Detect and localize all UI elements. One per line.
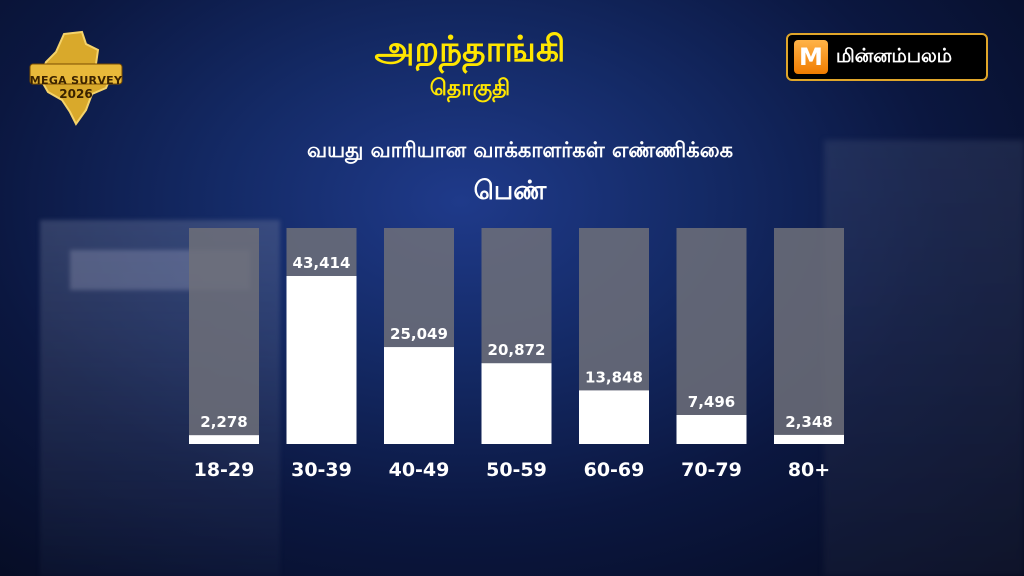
x-tick-label: 60-69 [584, 459, 645, 481]
x-tick-label: 50-59 [486, 459, 547, 481]
bar-80+ [774, 434, 844, 444]
bar-track [189, 228, 259, 444]
x-tick-label: 30-39 [291, 459, 352, 481]
data-label: 13,848 [585, 368, 643, 386]
x-tick-label: 70-79 [681, 459, 742, 481]
chart-title: வயது வாரியான வாக்காளர்கள் எண்ணிக்கை [306, 138, 734, 162]
bar-40-49 [384, 347, 454, 444]
bar-50-59 [481, 363, 552, 444]
data-label: 2,278 [200, 413, 247, 431]
background-right-graphic [824, 140, 1024, 576]
badge-year: 2026 [59, 86, 93, 101]
data-label: 7,496 [688, 393, 735, 411]
brand-logo: M மின்னம்பலம் [786, 33, 988, 81]
bar-18-29 [189, 435, 259, 444]
data-label: 20,872 [488, 341, 546, 359]
data-label: 2,348 [785, 413, 832, 431]
page-title: அறந்தாங்கி [374, 29, 566, 70]
bar-track [774, 228, 844, 444]
logo-text: மின்னம்பலம் [836, 44, 953, 67]
logo-m-icon: M [794, 40, 828, 74]
chart-subtitle: பெண் [473, 176, 547, 206]
x-tick-label: 80+ [788, 459, 830, 481]
mega-survey-badge: MEGA SURVEY 2026 [26, 30, 126, 126]
x-tick-label: 18-29 [194, 459, 255, 481]
bar-70-79 [676, 414, 747, 444]
bar-30-39 [286, 276, 357, 444]
x-tick-label: 40-49 [389, 459, 450, 481]
tamil-nadu-map-icon [29, 30, 123, 126]
bar-60-69 [579, 390, 649, 444]
data-label: 43,414 [293, 254, 351, 272]
bar-track [676, 228, 747, 444]
page-subtitle: தொகுதி [429, 76, 511, 101]
data-label: 25,049 [390, 325, 448, 343]
badge-title: MEGA SURVEY [29, 73, 123, 87]
